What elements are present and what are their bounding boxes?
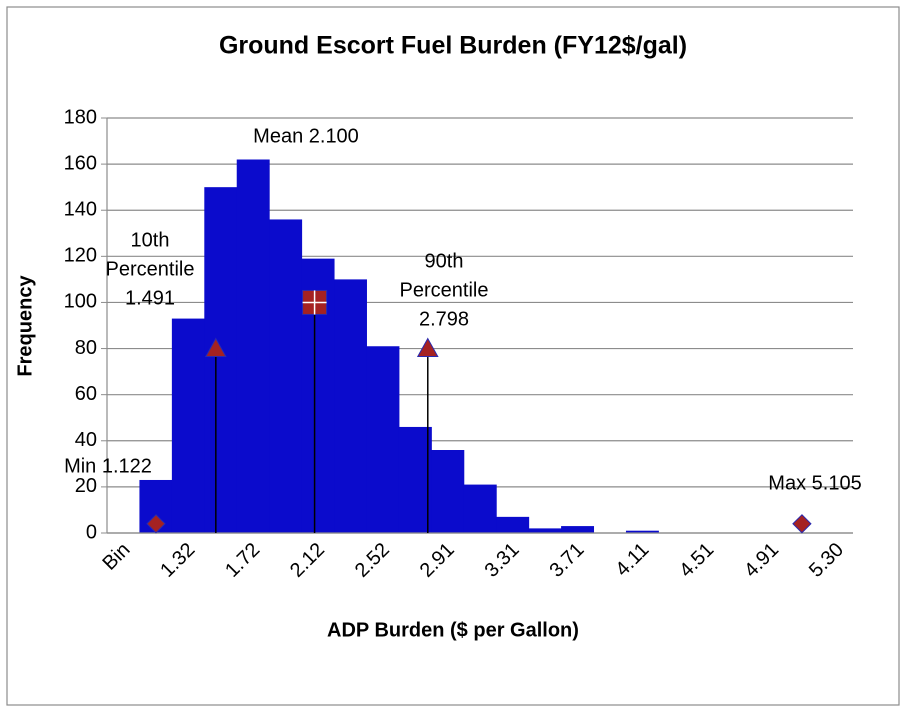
bar	[561, 526, 595, 533]
bar	[269, 219, 303, 533]
bar	[366, 346, 400, 533]
bar	[204, 187, 238, 533]
marker-label: Max 5.105	[768, 472, 861, 494]
y-tick-label: 0	[86, 521, 97, 543]
marker-label: 1.491	[125, 287, 175, 309]
y-tick-label: 20	[75, 475, 97, 497]
marker-label: Percentile	[400, 279, 489, 301]
bar	[496, 516, 530, 533]
y-tick-label: 100	[64, 291, 97, 313]
y-tick-label: 120	[64, 245, 97, 267]
chart-frame	[6, 6, 900, 706]
bar	[334, 279, 367, 533]
bar	[171, 318, 205, 533]
y-tick-label: 80	[75, 337, 97, 359]
bar	[463, 484, 497, 533]
marker-label: 2.798	[419, 308, 469, 330]
bar	[528, 528, 562, 533]
marker-label: 90th	[425, 250, 464, 272]
marker-label: 10th	[131, 229, 170, 251]
chart-title: Ground Escort Fuel Burden (FY12$/gal)	[219, 32, 687, 60]
marker	[792, 514, 812, 534]
y-tick-label: 160	[64, 152, 97, 174]
marker-label: Min 1.122	[64, 455, 152, 477]
y-tick-label: 40	[75, 429, 97, 451]
y-axis-title: Frequency	[14, 275, 36, 377]
marker-label: Mean 2.100	[253, 125, 359, 147]
bar	[625, 530, 659, 533]
marker	[204, 337, 227, 358]
x-axis-title: ADP Burden ($ per Gallon)	[327, 619, 579, 641]
y-tick-label: 180	[64, 106, 97, 128]
y-tick-label: 140	[64, 199, 97, 221]
marker-label: Percentile	[106, 258, 195, 280]
marker	[146, 514, 166, 534]
bar	[236, 159, 270, 533]
marker	[416, 337, 439, 358]
bar	[431, 450, 465, 533]
y-tick-label: 60	[75, 383, 97, 405]
bar	[398, 426, 432, 533]
